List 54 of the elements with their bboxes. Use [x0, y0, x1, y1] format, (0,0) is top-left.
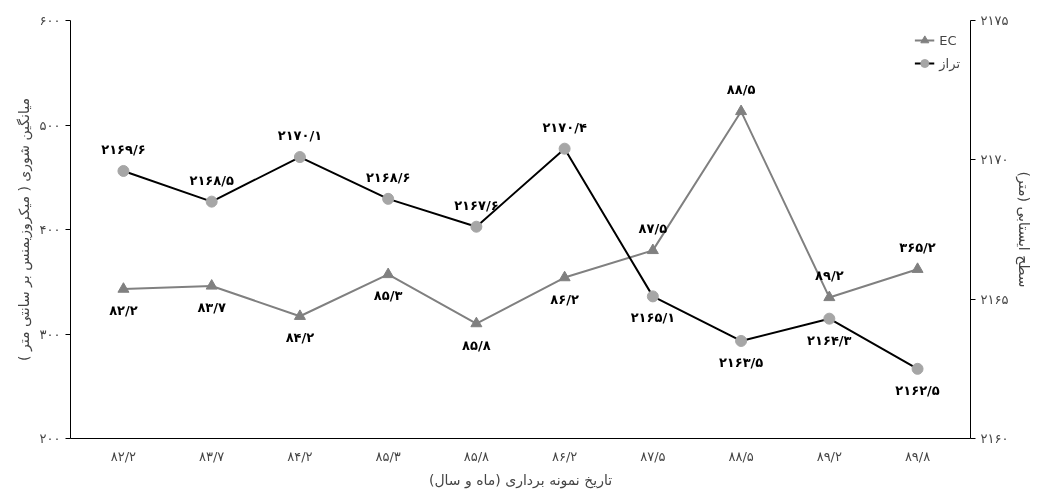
y-axis-title: میانگین شوری ( میکروزیمنس بر سانتی متر ): [15, 98, 33, 361]
y-tick-label: ۴۰۰: [39, 222, 61, 237]
x-tick-label: ۸۲/۲: [110, 448, 137, 464]
point: [205, 279, 218, 290]
y2-tick-label: ۲۱۷۵: [980, 13, 1009, 28]
data-label: ۸۸/۵: [726, 82, 756, 98]
data-label: ۸۴/۲: [285, 330, 315, 346]
data-label: ۸۵/۳: [373, 288, 403, 304]
data-label: ۲۱۶۵/۱: [630, 310, 676, 326]
legend-label: EC: [939, 32, 958, 48]
point: [646, 243, 659, 255]
x-tick-label: ۸۶/۲: [551, 448, 578, 464]
point: [823, 290, 836, 302]
x-tick-label: ۸۴/۲: [287, 448, 313, 464]
y-tick-label: ۵۰۰: [39, 117, 61, 133]
data-label: ۸۵/۸: [462, 337, 491, 353]
data-label: ۸۲/۲: [109, 303, 138, 319]
data-label: ۲۱۷۰/۴: [542, 119, 587, 135]
point: [735, 104, 748, 116]
x-tick-label: ۸۷/۵: [640, 448, 666, 464]
data-label: ۲۱۶۳/۵: [718, 354, 764, 370]
data-label: ۲۱۶۸/۵: [189, 172, 234, 188]
data-label: ۸۳/۷: [197, 299, 227, 315]
point: [117, 282, 130, 293]
x-tick-label: ۸۵/۳: [375, 448, 401, 464]
data-label: ۳۶۵/۲: [899, 240, 936, 256]
y-tick-label: ۳۰۰: [39, 326, 61, 342]
point: [911, 262, 924, 273]
data-label: ۲۱۶۹/۶: [101, 141, 146, 157]
y2-axis-title: سطح ایستابی (متر): [1015, 171, 1033, 288]
y2-tick-label: ۲۱۷۰: [980, 152, 1009, 168]
data-label: ۲۱۶۴/۳: [807, 332, 852, 348]
data-label: ۲۱۷۰/۱: [277, 128, 323, 144]
data-label: ۸۶/۲: [550, 291, 579, 307]
x-tick-label: ۸۹/۸: [904, 448, 931, 464]
x-tick-label: ۸۳/۷: [199, 448, 225, 464]
data-label: ۸۷/۵: [638, 221, 668, 237]
point: [558, 270, 571, 282]
y2-tick-label: ۲۱۶۰: [980, 431, 1009, 446]
data-label: ۲۱۶۷/۶: [454, 197, 499, 213]
y2-tick-label: ۲۱۶۵: [980, 291, 1009, 307]
point: [293, 309, 306, 320]
legend-label: تراز: [939, 55, 960, 71]
x-tick-label: ۸۹/۲: [816, 448, 842, 464]
x-tick-label: ۸۸/۵: [728, 448, 754, 464]
point: [382, 267, 395, 279]
x-axis-title: تاریخ نمونه برداری (ماه و سال): [428, 471, 613, 489]
point: [470, 316, 483, 328]
y-tick-label: ۶۰۰: [39, 13, 61, 28]
data-label: ۲۱۶۲/۵: [895, 382, 940, 398]
y-tick-label: ۲۰۰: [39, 431, 61, 446]
data-label: ۸۹/۲: [815, 268, 844, 284]
x-tick-label: ۸۵/۸: [463, 448, 490, 464]
data-label: ۲۱۶۸/۶: [365, 169, 411, 185]
